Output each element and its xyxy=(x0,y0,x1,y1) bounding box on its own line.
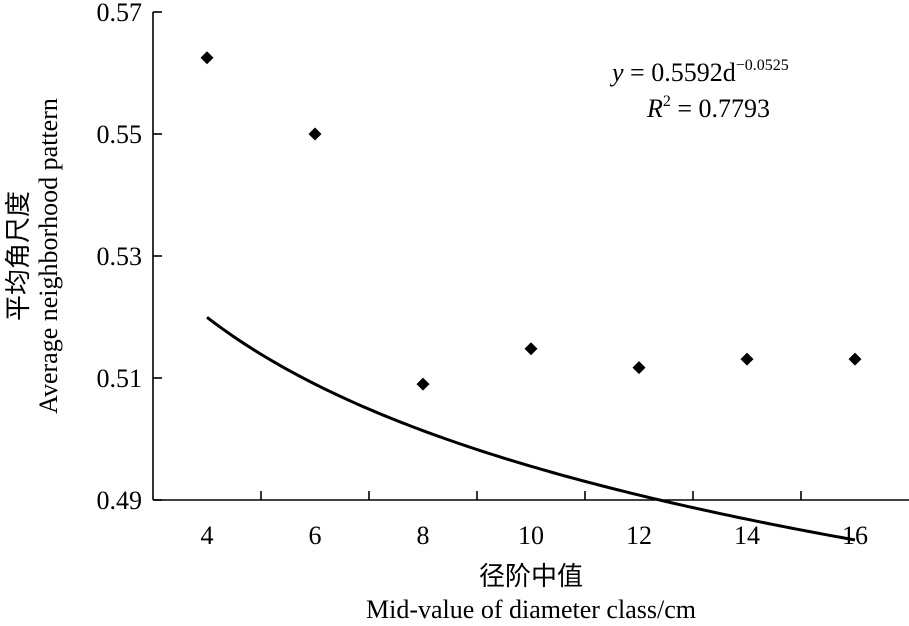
fit-curve xyxy=(206,316,856,542)
equation-y-var: y xyxy=(609,58,624,87)
axes xyxy=(152,12,909,501)
equation-exponent: −0.0525 xyxy=(736,57,789,74)
data-point xyxy=(524,342,538,356)
r-squared-sup: 2 xyxy=(663,93,671,110)
r-squared-rhs: = 0.7793 xyxy=(671,94,770,123)
y-axis-title-cn: 平均角尺度 xyxy=(4,191,33,321)
y-tick-label: 0.49 xyxy=(97,486,143,515)
x-tick-label: 14 xyxy=(734,521,760,550)
y-tick-label: 0.51 xyxy=(97,364,143,393)
x-tick-label: 12 xyxy=(626,521,652,550)
data-point xyxy=(416,377,430,391)
x-axis-ticks: 4 6 8 10 12 14 16 xyxy=(201,491,868,550)
y-axis-title-en: Average neighborhood pattern xyxy=(34,98,63,414)
fit-equation: y = 0.5592d−0.0525 xyxy=(609,57,789,87)
fit-curve-layer xyxy=(206,316,856,542)
y-tick-label: 0.57 xyxy=(97,0,143,27)
x-axis-title-cn: 径阶中值 xyxy=(479,562,583,591)
x-tick-label: 4 xyxy=(201,521,214,550)
data-point xyxy=(200,51,214,65)
data-point xyxy=(740,352,754,366)
data-point xyxy=(308,127,322,141)
y-tick-label: 0.53 xyxy=(97,242,143,271)
data-points xyxy=(200,51,862,391)
x-tick-label: 10 xyxy=(518,521,544,550)
equation-rhs: = 0.5592d xyxy=(624,58,736,87)
y-axis-ticks: 0.49 0.51 0.53 0.55 0.57 xyxy=(97,0,162,515)
x-tick-label: 6 xyxy=(309,521,322,550)
fit-r-squared: R2 = 0.7793 xyxy=(646,93,770,123)
y-tick-label: 0.55 xyxy=(97,120,143,149)
x-axis-title-en: Mid-value of diameter class/cm xyxy=(366,595,696,624)
data-point xyxy=(848,352,862,366)
x-tick-label: 16 xyxy=(842,521,868,550)
x-tick-label: 8 xyxy=(417,521,430,550)
data-point xyxy=(632,361,646,375)
r-squared-var: R xyxy=(646,94,663,123)
